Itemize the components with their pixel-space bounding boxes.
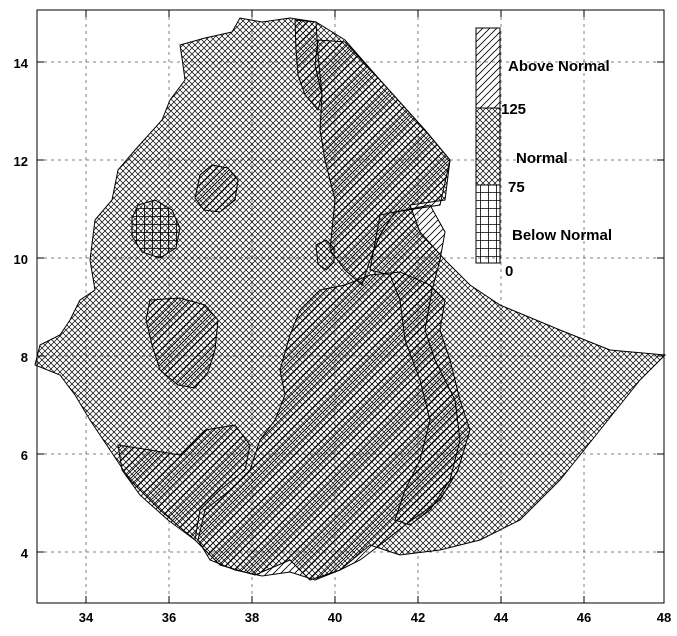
y-tick-label: 12 <box>14 154 28 169</box>
x-tick-label: 40 <box>328 610 342 625</box>
legend-label-normal: Normal <box>516 150 568 167</box>
x-tick-label: 36 <box>162 610 176 625</box>
x-tick-label: 48 <box>657 610 671 625</box>
legend-threshold-75: 75 <box>508 179 525 196</box>
y-tick-label: 14 <box>14 56 29 71</box>
tick-marks <box>37 10 664 603</box>
y-axis-labels: 4 6 8 10 12 14 <box>14 56 29 561</box>
above-normal-southwest <box>117 424 251 541</box>
legend: Above Normal 125 Normal 75 Below Normal … <box>475 27 612 280</box>
y-tick-label: 8 <box>21 350 28 365</box>
legend-swatch-below-normal <box>475 184 501 264</box>
map-frame <box>36 9 665 604</box>
normal-island <box>315 239 335 271</box>
x-tick-label: 44 <box>494 610 509 625</box>
map-zones <box>34 17 667 581</box>
x-tick-label: 46 <box>577 610 591 625</box>
x-tick-label: 34 <box>79 610 94 625</box>
legend-label-above-normal: Above Normal <box>508 58 610 75</box>
above-normal-west-lobe <box>145 297 219 389</box>
above-normal-northeast <box>314 39 451 286</box>
below-normal-zone <box>131 199 181 259</box>
legend-threshold-0: 0 <box>505 263 513 280</box>
legend-swatch-above-normal <box>475 27 501 109</box>
above-normal-east-strip <box>369 204 461 526</box>
legend-threshold-125: 125 <box>501 101 526 118</box>
above-normal-north <box>294 19 323 112</box>
x-tick-label: 38 <box>245 610 259 625</box>
y-tick-label: 6 <box>21 448 28 463</box>
y-tick-label: 10 <box>14 252 28 267</box>
x-axis-labels: 34 36 38 40 42 44 46 48 <box>79 610 671 625</box>
legend-swatch-normal <box>475 107 501 186</box>
above-normal-center-north <box>194 164 239 213</box>
x-tick-label: 42 <box>411 610 425 625</box>
y-tick-label: 4 <box>21 546 29 561</box>
legend-label-below-normal: Below Normal <box>512 227 612 244</box>
